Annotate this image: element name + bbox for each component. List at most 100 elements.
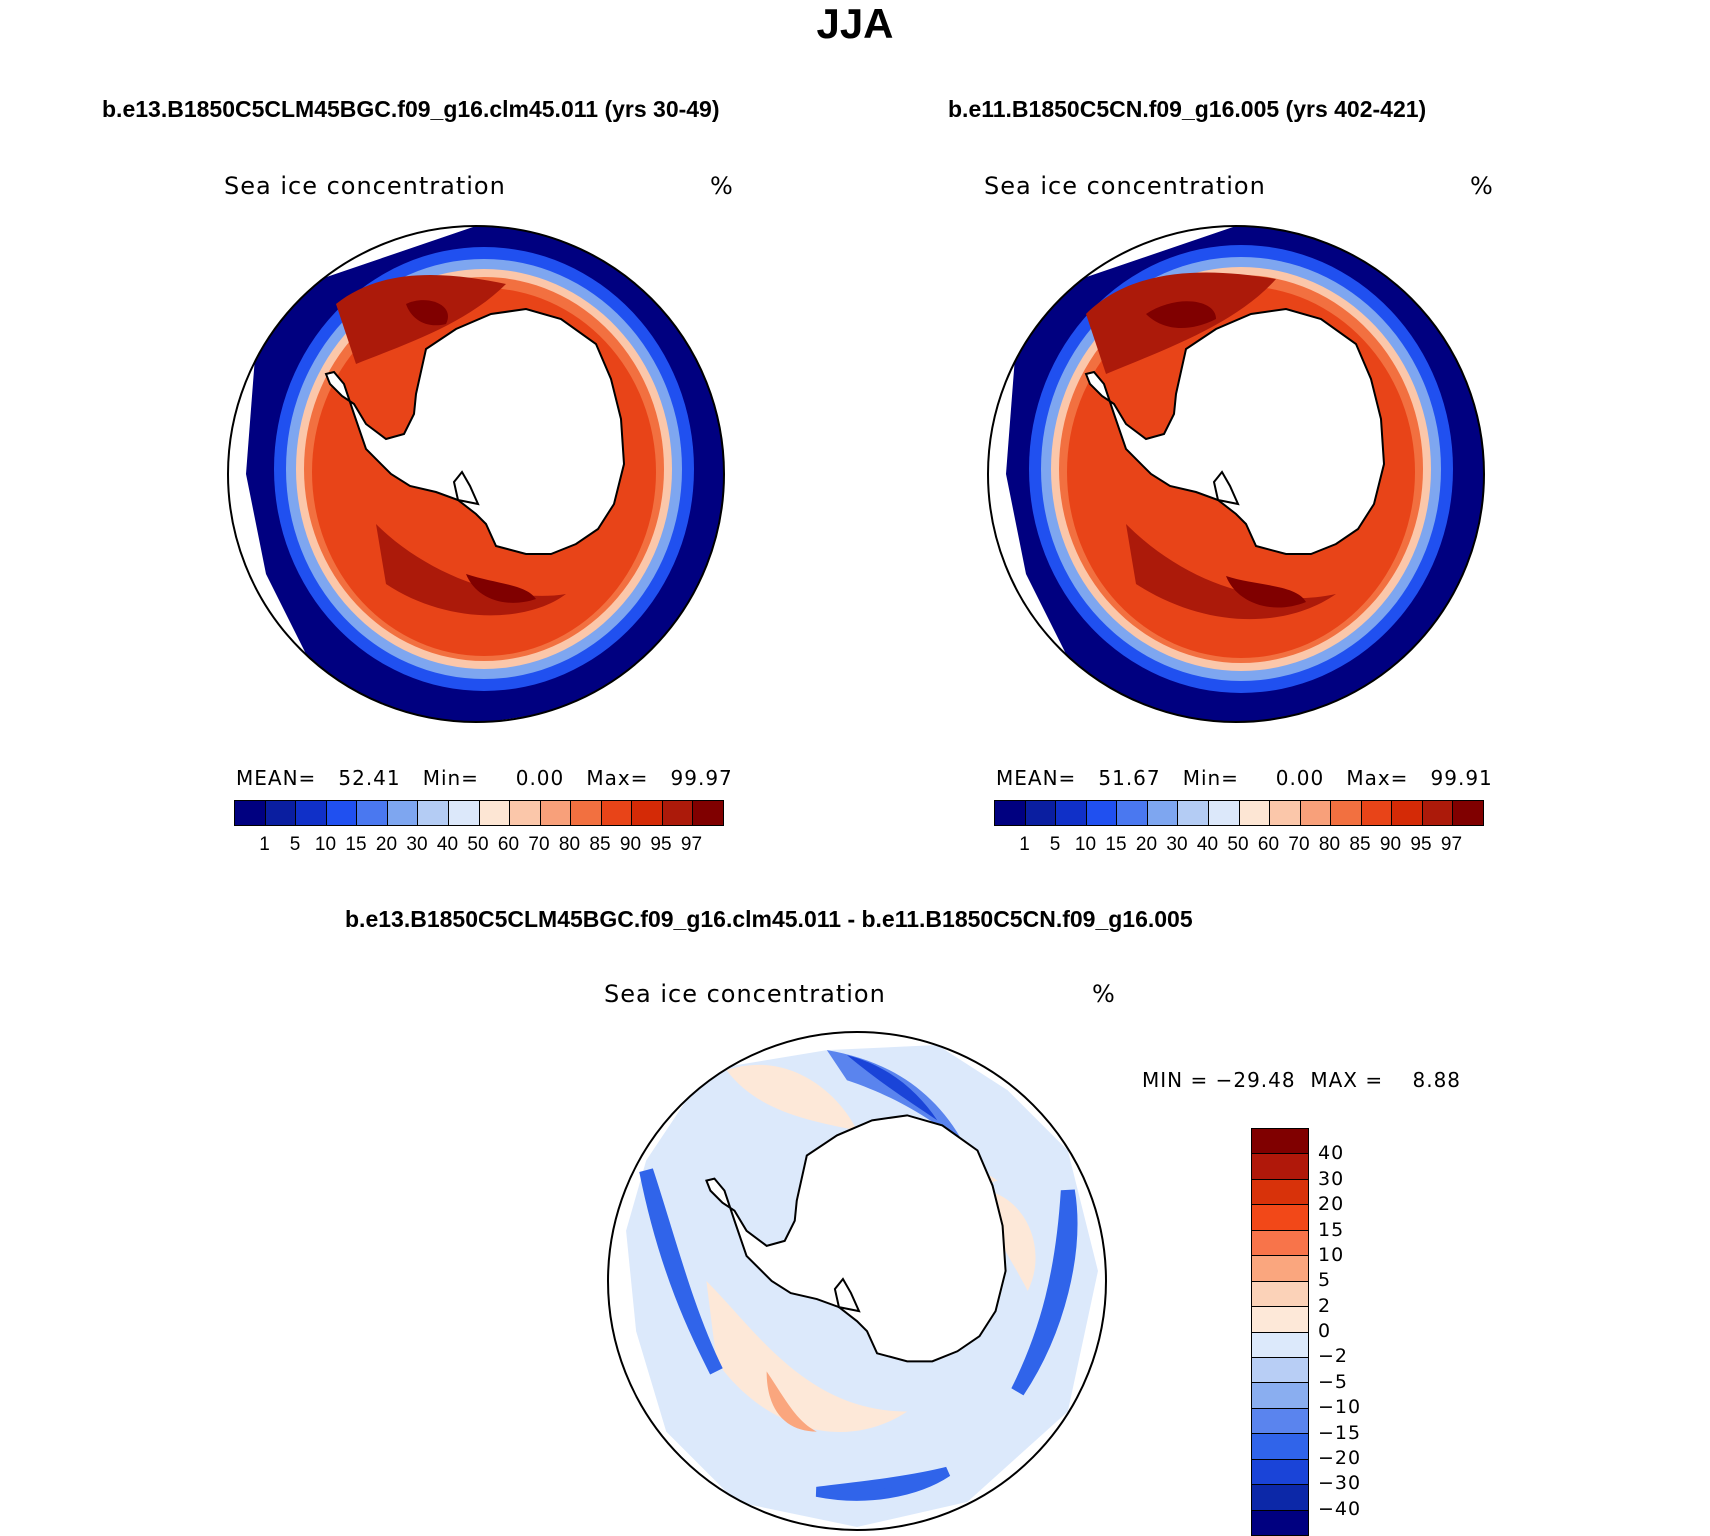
right-units-label: % [1470, 172, 1494, 200]
left-colorbar-swatch [479, 801, 511, 825]
diff-colorbar-tick-label: 2 [1318, 1294, 1332, 1317]
left-case-title: b.e13.B1850C5CLM45BGC.f09_g16.clm45.011 … [102, 96, 720, 122]
right-colorbar-tick-label: 95 [1410, 834, 1432, 855]
diff-colorbar-tick-label: −30 [1318, 1472, 1362, 1495]
right-colorbar-swatch [1270, 801, 1301, 825]
left-colorbar-swatch [662, 801, 694, 825]
right-case-title: b.e11.B1850C5CN.f09_g16.005 (yrs 402-421… [948, 96, 1427, 122]
left-colorbar-tick-label: 97 [680, 834, 703, 855]
right-colorbar-swatch [1239, 801, 1271, 825]
left-stats: MEAN= 52.41 Min= 0.00 Max= 99.97 [236, 766, 733, 790]
left-colorbar-swatch [326, 801, 358, 825]
left-colorbar-tick-label: 10 [314, 834, 337, 855]
diff-colorbar-swatch [1252, 1459, 1308, 1486]
diff-colorbar-tick-label: 0 [1318, 1320, 1332, 1342]
left-colorbar-tick-label: 60 [497, 834, 520, 855]
left-colorbar-tick-label: 30 [406, 834, 428, 855]
left-colorbar-tick-label: 90 [619, 834, 642, 855]
diff-colorbar [1251, 1128, 1309, 1536]
diff-colorbar-swatch [1252, 1357, 1308, 1384]
diff-colorbar-ticks: 40 30 20 15 10 5 2 0 −2 −5 −10 −15 −20 −30 −40 [1318, 1128, 1398, 1534]
right-colorbar-swatch [1392, 801, 1423, 825]
right-colorbar-swatch [1361, 801, 1393, 825]
right-colorbar-tick-label: 30 [1166, 834, 1188, 855]
diff-colorbar-tick-label: −20 [1318, 1446, 1362, 1469]
right-colorbar-tick-label: 60 [1257, 834, 1280, 855]
right-colorbar-swatch [1086, 801, 1118, 825]
left-variable-label: Sea ice concentration [224, 172, 506, 200]
diff-stats: MIN = −29.48 MAX = 8.88 [1142, 1068, 1462, 1092]
diff-colorbar-tick-label: 5 [1318, 1269, 1332, 1292]
right-colorbar-tick-label: 10 [1074, 834, 1097, 855]
left-colorbar-swatch [235, 801, 266, 825]
right-colorbar-swatch [1422, 801, 1454, 825]
diff-colorbar-swatch [1252, 1281, 1308, 1308]
main-title: JJA [816, 0, 894, 47]
diff-colorbar-swatch [1252, 1179, 1308, 1206]
diff-colorbar-swatch [1252, 1434, 1308, 1460]
right-colorbar-tick-label: 80 [1318, 834, 1341, 855]
left-colorbar-swatch [418, 801, 449, 825]
diff-colorbar-tick-label: −40 [1318, 1497, 1362, 1520]
diff-colorbar-tick-label: 15 [1318, 1218, 1345, 1241]
right-stats: MEAN= 51.67 Min= 0.00 Max= 99.91 [996, 766, 1493, 790]
right-colorbar-swatch [1453, 801, 1483, 825]
diff-colorbar-tick-label: 40 [1318, 1142, 1345, 1165]
diff-colorbar-tick-label: 10 [1318, 1243, 1345, 1266]
right-colorbar-swatch [1025, 801, 1057, 825]
right-colorbar-tick-label: 70 [1288, 834, 1310, 855]
diff-colorbar-tick-label: −10 [1318, 1396, 1362, 1419]
right-map [987, 225, 1485, 723]
left-colorbar-swatch [357, 801, 388, 825]
diff-colorbar-swatch [1252, 1332, 1308, 1358]
diff-case-title: b.e13.B1850C5CLM45BGC.f09_g16.clm45.011 … [345, 906, 1193, 932]
right-colorbar-tick-label: 1 [1019, 834, 1030, 855]
right-colorbar-swatch [1147, 801, 1179, 825]
left-colorbar-swatch [510, 801, 541, 825]
diff-colorbar-tick-label: −15 [1318, 1421, 1362, 1444]
right-colorbar-ticks: 1 5 10 15 20 30 40 50 60 70 80 85 90 95 97 [994, 834, 1482, 858]
diff-colorbar-tick-label: −5 [1318, 1370, 1349, 1393]
left-colorbar-swatch [265, 801, 297, 825]
right-colorbar-swatch [1056, 801, 1087, 825]
right-colorbar-tick-label: 20 [1135, 834, 1158, 855]
right-variable-label: Sea ice concentration [984, 172, 1266, 200]
left-colorbar-ticks: 1 5 10 15 20 30 40 50 60 70 80 85 90 95 97 [234, 834, 722, 858]
diff-colorbar-swatch [1252, 1307, 1308, 1333]
left-colorbar-swatch [571, 801, 602, 825]
diff-colorbar-tick-label: 20 [1318, 1193, 1345, 1216]
right-colorbar-swatch [1178, 801, 1209, 825]
diff-colorbar-swatch [1252, 1408, 1308, 1435]
right-colorbar-tick-label: 90 [1379, 834, 1402, 855]
right-colorbar-tick-label: 50 [1227, 834, 1249, 855]
left-colorbar-swatch [601, 801, 633, 825]
left-colorbar-tick-label: 15 [345, 834, 367, 855]
diff-colorbar-swatch [1252, 1230, 1308, 1257]
left-colorbar-swatch [540, 801, 572, 825]
left-colorbar-tick-label: 95 [650, 834, 672, 855]
left-units-label: % [710, 172, 734, 200]
left-colorbar-swatch [296, 801, 327, 825]
left-colorbar-swatch [632, 801, 663, 825]
diff-colorbar-tick-label: 30 [1318, 1167, 1345, 1190]
diff-colorbar-swatch [1252, 1129, 1308, 1155]
diff-colorbar-swatch [1252, 1510, 1308, 1535]
left-colorbar-swatch [387, 801, 419, 825]
left-colorbar-tick-label: 80 [558, 834, 581, 855]
diff-colorbar-swatch [1252, 1485, 1308, 1511]
left-colorbar-tick-label: 40 [436, 834, 459, 855]
left-colorbar-tick-label: 20 [375, 834, 398, 855]
diff-colorbar-swatch [1252, 1256, 1308, 1282]
right-colorbar-swatch [1117, 801, 1148, 825]
left-colorbar-tick-label: 1 [259, 834, 270, 855]
right-colorbar-swatch [1208, 801, 1240, 825]
right-colorbar-tick-label: 5 [1049, 834, 1061, 855]
left-colorbar-tick-label: 70 [528, 834, 550, 855]
right-colorbar-tick-label: 85 [1349, 834, 1371, 855]
right-colorbar-swatch [1331, 801, 1362, 825]
left-map [227, 225, 725, 723]
left-colorbar-swatch [693, 801, 723, 825]
diff-variable-label: Sea ice concentration [604, 980, 886, 1008]
left-colorbar-tick-label: 85 [589, 834, 611, 855]
diff-colorbar-swatch [1252, 1205, 1308, 1231]
